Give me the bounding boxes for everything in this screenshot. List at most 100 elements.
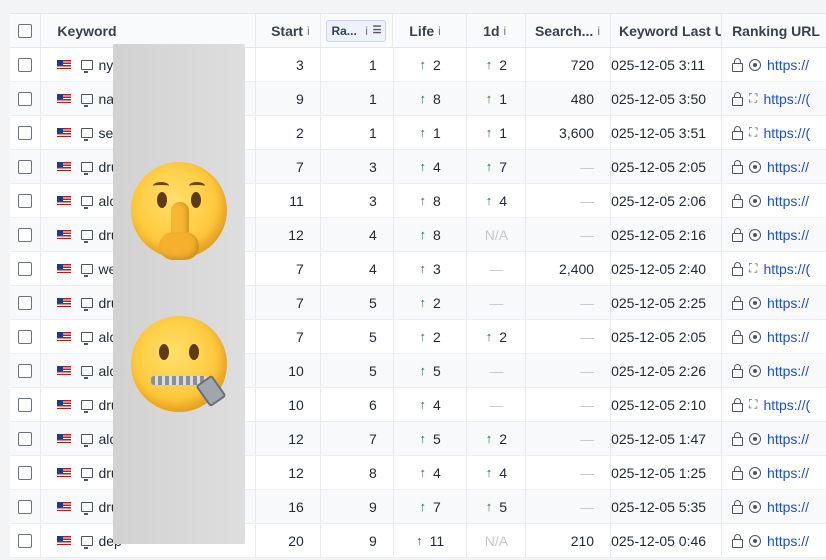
table-row[interactable]: alco 7 5 ↑ 2 ↑ 2—025-12-05 2:05 https:// — [10, 320, 826, 354]
lock-icon[interactable] — [732, 159, 744, 174]
row-checkbox[interactable] — [18, 397, 33, 412]
target-icon[interactable] — [749, 160, 762, 173]
ranking-url-link[interactable]: https:// — [767, 362, 810, 379]
ranking-url-link[interactable]: https://( — [763, 90, 811, 107]
table-row[interactable]: seo 2 1 ↑ 1 ↑ 1 3,600 025-12-05 3:51 ⛶ https://( — [10, 116, 826, 150]
us-flag-icon — [57, 196, 72, 205]
ranking-url-link[interactable]: https:// — [767, 56, 810, 73]
last-update-value: 025-12-05 2:05 — [611, 328, 707, 345]
info-icon[interactable]: i — [438, 23, 441, 38]
oned-cell: — — [467, 354, 527, 387]
column-header-ranking-url[interactable]: Ranking URL — [722, 14, 826, 47]
ranking-url-link[interactable]: https://( — [763, 260, 811, 277]
life-cell: ↑ 2 — [394, 320, 468, 353]
expand-icon[interactable]: ⛶ — [749, 91, 758, 105]
target-icon[interactable] — [749, 466, 762, 479]
row-checkbox[interactable] — [18, 295, 33, 310]
ranking-url-link[interactable]: https:// — [767, 498, 810, 515]
row-checkbox[interactable] — [18, 57, 33, 72]
lock-icon[interactable] — [732, 533, 744, 548]
column-header-last-update[interactable]: Keyword Last U — [611, 14, 723, 47]
target-icon[interactable] — [749, 296, 762, 309]
expand-icon[interactable]: ⛶ — [749, 261, 758, 275]
lock-icon[interactable] — [732, 227, 744, 242]
column-header-1d[interactable]: 1d i — [467, 14, 527, 47]
ranking-url-link[interactable]: https:// — [767, 430, 810, 447]
info-icon[interactable]: i — [365, 23, 368, 38]
life-value: 4 — [432, 396, 441, 413]
rank-cell: 9 — [321, 524, 394, 557]
last-header-label: Keyword Last U — [619, 22, 723, 39]
column-header-life[interactable]: Life i — [393, 14, 468, 47]
ranking-url-link[interactable]: https://( — [763, 124, 811, 141]
expand-icon[interactable]: ⛶ — [749, 125, 758, 139]
row-checkbox[interactable] — [18, 363, 33, 378]
ranking-url-link[interactable]: https://( — [763, 396, 811, 413]
row-checkbox[interactable] — [18, 125, 33, 140]
row-checkbox[interactable] — [18, 465, 33, 480]
column-header-search-volume[interactable]: Search... i — [526, 14, 611, 47]
target-icon[interactable] — [749, 500, 762, 513]
info-icon[interactable]: i — [306, 23, 310, 38]
ranking-url-link[interactable]: https:// — [767, 158, 810, 175]
table-row[interactable]: alco 11 3 ↑ 8 ↑ 4—025-12-05 2:06 https:// — [10, 184, 826, 218]
start-cell: 16 — [256, 490, 321, 523]
column-header-rank[interactable]: Ra... i ☰ — [321, 14, 394, 47]
row-checkbox[interactable] — [18, 227, 33, 242]
column-header-keyword[interactable]: Keyword — [41, 14, 256, 47]
expand-icon[interactable]: ⛶ — [749, 397, 758, 411]
last-update-value: 025-12-05 0:46 — [611, 532, 707, 549]
life-cell: ↑ 8 — [394, 218, 468, 251]
table-row[interactable]: dru 10 6 ↑ 4— —025-12-05 2:10 ⛶ https://( — [10, 388, 826, 422]
lock-icon[interactable] — [732, 261, 744, 276]
target-icon[interactable] — [749, 330, 762, 343]
start-value: 20 — [288, 532, 304, 549]
lock-icon[interactable] — [732, 431, 744, 446]
desktop-icon — [81, 399, 94, 413]
ranking-url-link[interactable]: https:// — [767, 532, 810, 549]
lock-icon[interactable] — [732, 499, 744, 514]
us-flag-icon — [57, 400, 72, 409]
arrow-up-icon: ↑ — [485, 193, 493, 208]
search-volume-value: — — [580, 430, 595, 447]
row-checkbox[interactable] — [18, 499, 33, 514]
info-icon[interactable]: i — [597, 23, 600, 38]
ranking-url-link[interactable]: https:// — [767, 294, 810, 311]
sort-icon[interactable]: ☰ — [372, 25, 382, 36]
lock-icon[interactable] — [732, 329, 744, 344]
row-select-cell — [10, 524, 42, 557]
ranking-url-link[interactable]: https:// — [767, 226, 810, 243]
row-checkbox[interactable] — [18, 159, 33, 174]
row-checkbox[interactable] — [18, 261, 33, 276]
target-icon[interactable] — [749, 58, 762, 71]
lock-icon[interactable] — [732, 295, 744, 310]
life-cell: ↑ 5 — [394, 354, 468, 387]
lock-icon[interactable] — [732, 125, 744, 140]
ranking-url-link[interactable]: https:// — [767, 192, 810, 209]
ranking-url-link[interactable]: https:// — [767, 464, 810, 481]
ranking-url-link[interactable]: https:// — [767, 328, 810, 345]
target-icon[interactable] — [749, 534, 762, 547]
target-icon[interactable] — [749, 228, 762, 241]
last-update-value: 025-12-05 1:47 — [611, 430, 707, 447]
column-header-start[interactable]: Start i — [256, 14, 321, 47]
target-icon[interactable] — [749, 194, 762, 207]
table-row[interactable]: web 7 4 ↑ 3—2,400 025-12-05 2:40 ⛶ https://( — [10, 252, 826, 286]
lock-icon[interactable] — [732, 363, 744, 378]
target-icon[interactable] — [749, 364, 762, 377]
lock-icon[interactable] — [732, 91, 744, 106]
lock-icon[interactable] — [732, 397, 744, 412]
row-checkbox[interactable] — [18, 431, 33, 446]
lock-icon[interactable] — [732, 57, 744, 72]
lock-icon[interactable] — [732, 465, 744, 480]
rank-sort-control[interactable]: Ra... i ☰ — [326, 19, 387, 42]
row-checkbox[interactable] — [18, 533, 33, 548]
target-icon[interactable] — [749, 432, 762, 445]
select-all-checkbox[interactable] — [18, 23, 33, 38]
row-checkbox[interactable] — [18, 329, 33, 344]
row-checkbox[interactable] — [18, 91, 33, 106]
info-icon[interactable]: i — [503, 23, 507, 38]
row-checkbox[interactable] — [18, 193, 33, 208]
table-row[interactable]: dru 12 8 ↑ 4 ↑ 4—025-12-05 1:25 https:// — [10, 456, 826, 490]
lock-icon[interactable] — [732, 193, 744, 208]
